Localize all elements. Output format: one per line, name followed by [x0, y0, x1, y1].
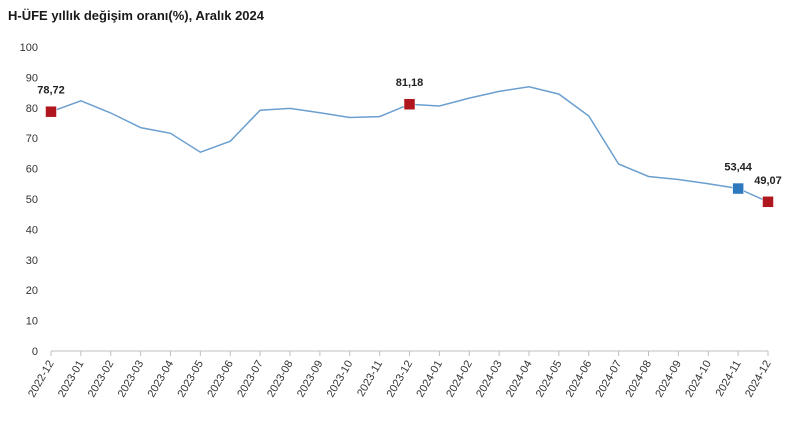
x-tick-label: 2023-11 [355, 359, 385, 399]
y-tick-label: 60 [26, 164, 38, 176]
x-tick-label: 2023-06 [205, 359, 236, 400]
x-tick-label: 2023-09 [295, 359, 326, 400]
chart-title: H-ÜFE yıllık değişim oranı(%), Aralık 20… [8, 8, 264, 23]
data-point-marker [732, 182, 744, 195]
x-tick-label: 2023-12 [385, 359, 416, 400]
x-tick-label: 2024-09 [653, 359, 684, 400]
x-tick-label: 2024-06 [564, 359, 595, 400]
x-tick-label: 2023-01 [56, 359, 87, 400]
y-tick-label: 20 [26, 285, 38, 297]
x-tick-label: 2024-11 [714, 359, 744, 399]
highlight-markers [45, 98, 774, 208]
x-tick-label: 2023-08 [265, 359, 296, 400]
x-tick-label: 2024-10 [683, 359, 714, 400]
x-tick-label: 2023-02 [86, 359, 117, 400]
y-tick-label: 0 [32, 346, 38, 358]
x-tick-label: 2024-12 [743, 359, 774, 400]
y-tick-labels: 0 10 20 30 40 50 60 70 80 90 100 [20, 42, 38, 358]
x-tick-label: 2023-05 [175, 359, 206, 400]
x-tick-label: 2024-08 [624, 359, 655, 400]
data-label: 78,72 [37, 85, 65, 97]
data-label: 81,18 [396, 77, 424, 89]
x-tick-label: 2022-12 [26, 359, 57, 400]
x-tick-label: 2024-02 [444, 359, 475, 400]
data-point-marker [403, 98, 416, 110]
x-tick-label: 2023-03 [116, 359, 147, 400]
y-tick-label: 80 [26, 103, 38, 115]
x-tick-label: 2024-01 [414, 359, 445, 400]
y-tick-label: 30 [26, 255, 38, 267]
data-label: 53,44 [724, 162, 752, 174]
y-tick-label: 90 [26, 72, 38, 84]
y-tick-label: 70 [26, 133, 38, 145]
y-tick-label: 50 [26, 194, 38, 206]
x-tick-label: 2024-07 [594, 359, 625, 400]
x-tick-label: 2023-07 [235, 359, 266, 400]
x-tick-labels: 2022-12 2023-01 2023-02 2023-03 2023-04 2023-… [26, 351, 774, 399]
data-point-marker [45, 105, 57, 118]
y-tick-label: 10 [26, 316, 38, 328]
data-label: 49,07 [754, 175, 782, 187]
x-tick-label: 2023-10 [325, 359, 356, 400]
x-tick-label: 2024-04 [504, 359, 535, 400]
y-tick-label: 100 [20, 42, 38, 54]
x-tick-label: 2023-04 [146, 359, 177, 400]
x-tick-label: 2024-05 [534, 359, 565, 400]
x-tick-label: 2024-03 [474, 359, 505, 400]
y-tick-label: 40 [26, 224, 38, 236]
data-point-marker [762, 196, 774, 208]
